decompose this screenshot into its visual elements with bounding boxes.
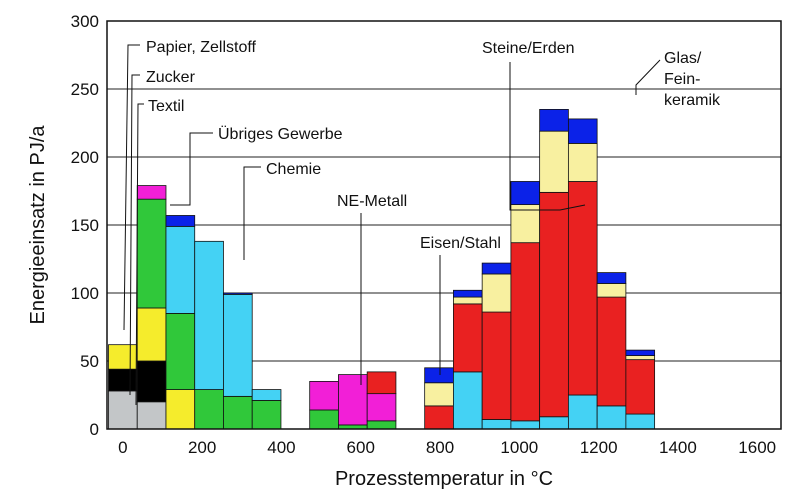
bar-segment-18-7 [625,355,656,361]
bar-segment-1-2 [136,307,167,362]
bar-segment-13-6 [481,311,512,420]
bar-segment-1-5 [136,185,167,200]
bar-segment-11-8 [424,367,454,384]
bar-segment-5-3 [251,400,282,430]
x-tick-label-1000: 1000 [500,438,538,457]
leader-zucker [129,74,140,396]
bar-segment-18-4 [625,413,656,430]
bar-segment-16-7 [567,142,598,182]
y-tick-label-100: 100 [71,284,99,303]
x-tick-label-1600: 1600 [738,438,776,457]
annotation-uebriges-gewerbe: Übriges Gewerbe [218,125,343,143]
bar-segment-1-3 [136,198,167,309]
bar-segment-16-6 [567,181,598,396]
bar-segment-7-5 [309,380,339,411]
bar-segment-3-4 [194,240,224,390]
x-tick-label-400: 400 [267,438,295,457]
bar-segment-16-4 [567,394,598,430]
bar-segment-15-6 [539,191,569,418]
bar-segment-17-7 [596,283,627,298]
annotation-fein: Fein- [664,71,700,88]
y-tick-label-0: 0 [90,420,99,439]
leader-glas [635,59,661,95]
bar-segment-14-4 [510,420,541,430]
bar-segment-18-6 [625,359,656,415]
annotation-steine-erden: Steine/Erden [482,40,575,57]
bar-segment-2-2 [165,389,196,430]
annotation-leaders [123,44,661,406]
bar-segment-17-4 [596,405,627,430]
x-tick-labels: 0 200 400 600 800 1000 1200 1400 1600 [118,438,776,457]
bar-segment-11-7 [424,382,454,407]
bar-segment-16-8 [567,118,598,144]
bar-segment-12-7 [453,296,483,305]
bar-segment-15-4 [539,416,569,430]
bar-segment-4-3 [223,395,253,430]
x-tick-label-0: 0 [118,438,127,457]
bar-segment-4-8 [223,292,253,295]
x-tick-label-800: 800 [426,438,454,457]
annotation-ne-metall: NE-Metall [337,193,407,210]
bar-segment-2-3 [165,312,196,390]
annotation-papier-zellstoff: Papier, Zellstoff [146,39,257,56]
bar-segment-18-8 [625,349,656,356]
bar-segment-13-7 [481,273,512,313]
leader-chemie [243,166,261,260]
annotation-eisen-stahl: Eisen/Stahl [420,235,501,252]
bar-segment-15-7 [539,130,569,193]
y-tick-label-200: 200 [71,148,99,167]
bar-segment-9-6 [366,371,397,395]
bar-segment-14-8 [510,181,541,205]
y-tick-label-250: 250 [71,80,99,99]
leader-steine-erden [509,62,586,211]
leader-textil [135,103,144,406]
bar-segment-12-4 [453,371,483,430]
y-tick-label-300: 300 [71,12,99,31]
x-tick-label-1400: 1400 [659,438,697,457]
bar-segment-12-6 [453,303,483,373]
x-tick-label-1200: 1200 [580,438,618,457]
bars [108,109,656,430]
bar-segment-17-8 [596,272,627,284]
bar-segment-13-4 [481,419,512,430]
bar-segment-17-6 [596,296,627,407]
bar-segment-3-3 [194,389,224,430]
bar-segment-13-8 [481,262,512,275]
bar-segment-14-7 [510,204,541,244]
annotation-chemie: Chemie [266,161,321,178]
bar-segment-4-4 [223,293,253,397]
bar-segment-1-1 [136,360,167,403]
bar-segment-0-0 [108,390,138,430]
y-tick-labels: 0 50 100 150 200 250 300 [71,12,99,439]
bar-segment-15-8 [539,109,569,132]
bar-segment-14-6 [510,242,541,422]
bar-segment-0-1 [108,368,138,392]
annotation-glas: Glas/ [664,50,702,67]
bar-segment-1-0 [136,401,167,430]
annotations: Papier, Zellstoff Zucker Textil Übriges … [146,39,721,252]
bar-segment-9-3 [366,420,397,430]
plot-frame [106,20,782,430]
annotation-zucker: Zucker [146,69,196,86]
y-tick-label-50: 50 [80,352,99,371]
x-tick-label-200: 200 [188,438,216,457]
bar-segment-2-8 [165,215,196,227]
bar-segment-9-5 [366,393,397,422]
bar-segment-2-4 [165,225,196,314]
annotation-textil: Textil [148,98,184,115]
annotation-keramik: keramik [664,92,721,109]
bar-segment-5-4 [251,389,282,401]
x-tick-label-600: 600 [347,438,375,457]
bar-segment-12-8 [453,289,483,298]
bar-segment-11-6 [424,405,454,430]
bar-segment-8-5 [338,374,368,426]
bar-segment-0-2 [108,344,138,370]
y-tick-label-150: 150 [71,216,99,235]
y-axis-title: Energieeinsatz in PJ/a [27,125,49,325]
x-axis-title: Prozesstemperatur in °C [335,468,553,490]
leader-papier-zellstoff [123,44,140,331]
leader-uebriges-gewerbe [170,132,213,206]
bar-segment-7-3 [309,409,339,430]
